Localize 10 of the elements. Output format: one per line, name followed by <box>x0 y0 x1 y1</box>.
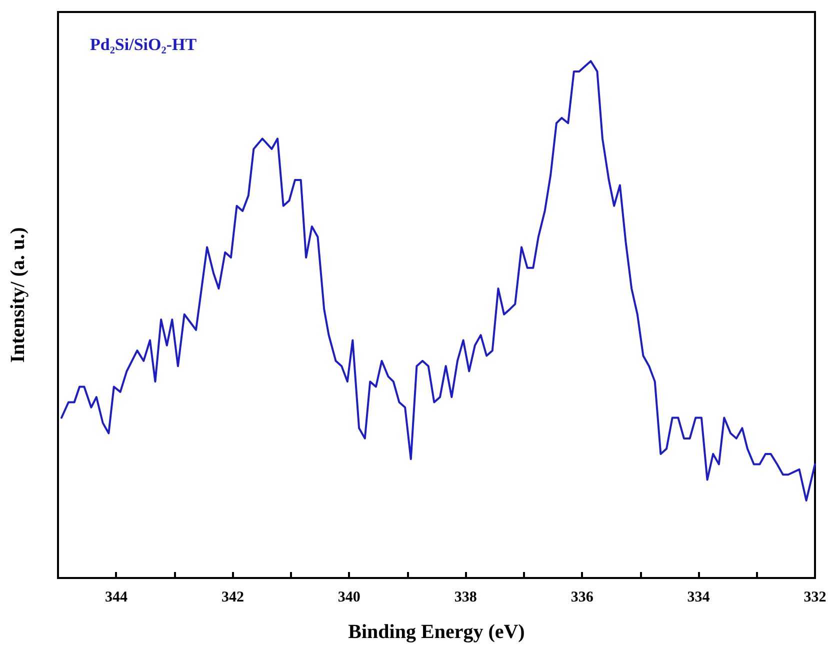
x-tick-label: 336 <box>570 590 594 606</box>
x-tick-label: 344 <box>104 590 128 606</box>
text: Pd₂Si/SiO₂-HT <box>90 35 198 54</box>
x-tick-label: 332 <box>804 590 826 606</box>
x-tick-label: 342 <box>221 590 244 606</box>
x-tick-label: 340 <box>338 590 360 606</box>
x-axis-title: Binding Energy (eV) <box>348 621 525 643</box>
x-tick-label: 334 <box>687 590 710 606</box>
x-tick-label: 338 <box>454 590 477 606</box>
y-axis-title: Intensity/ (a. u.) <box>7 227 29 363</box>
